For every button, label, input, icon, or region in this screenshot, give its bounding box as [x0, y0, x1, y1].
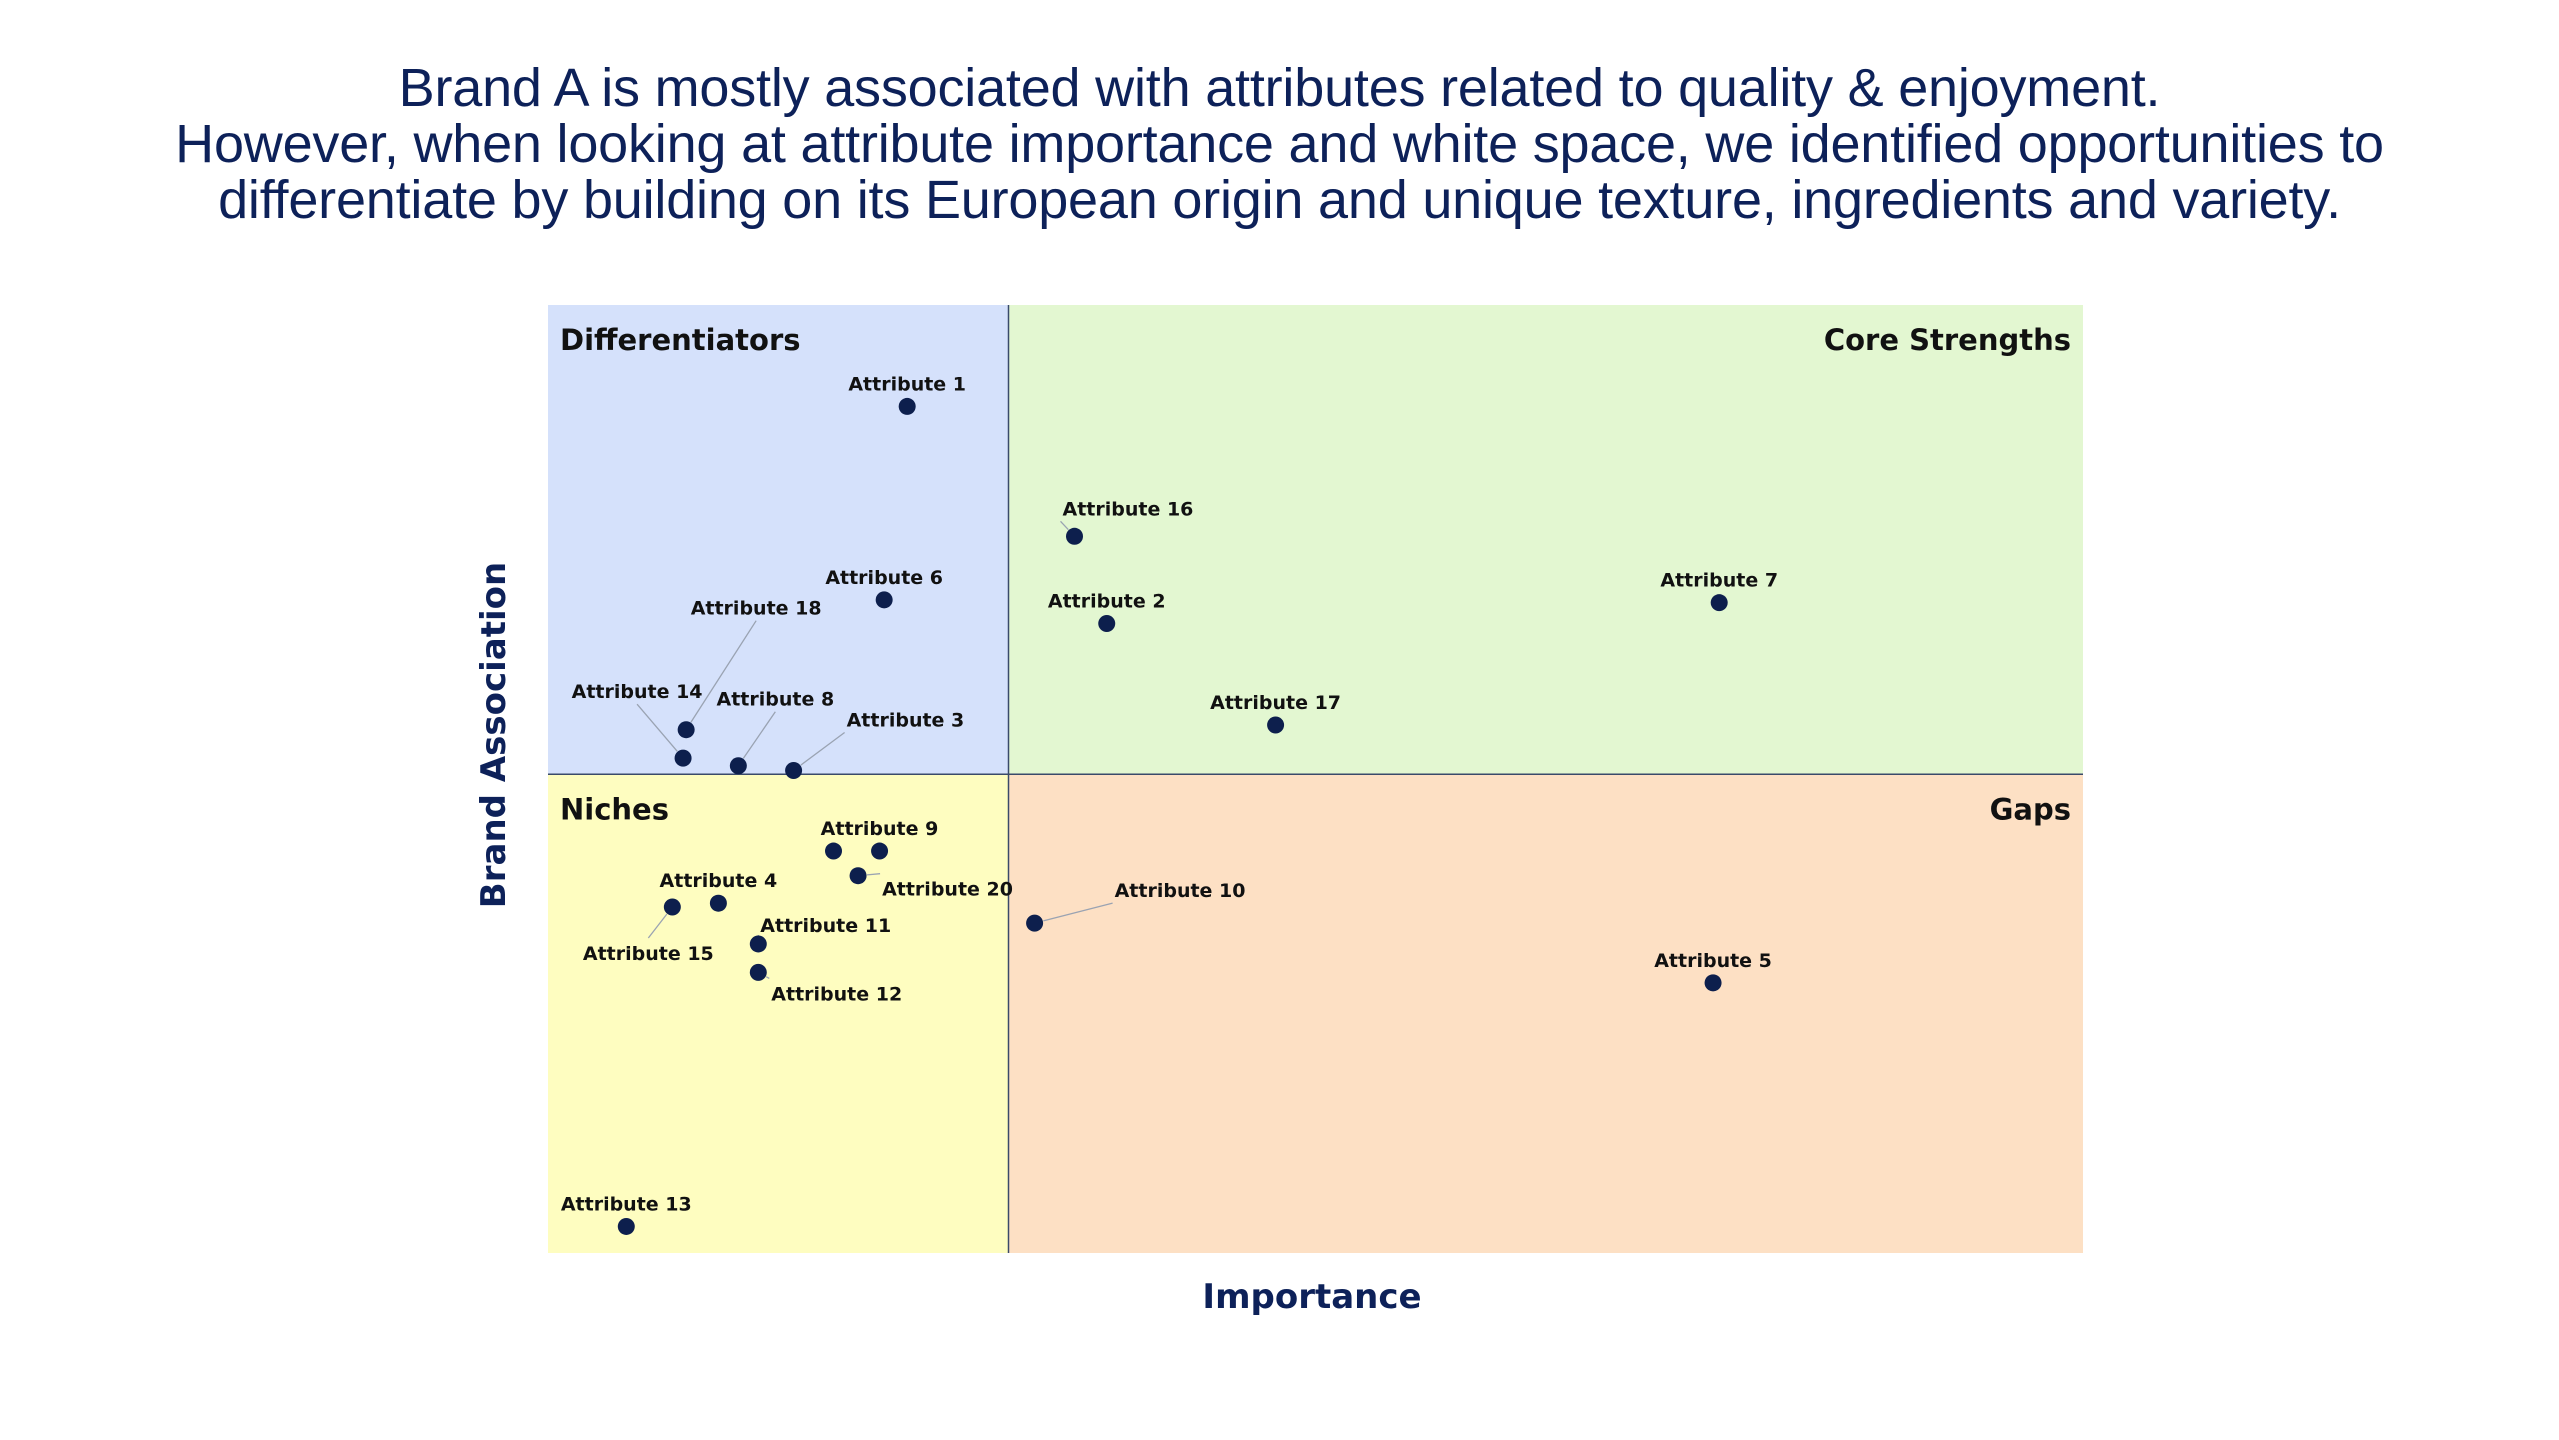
point-attribute-17: [1267, 716, 1285, 734]
point-attribute-12: [749, 963, 767, 981]
point-attribute-5: [1704, 974, 1722, 992]
point-label-attribute-11: Attribute 11: [760, 915, 891, 937]
quadrant-gaps: [1008, 774, 2083, 1253]
point-attribute-9: [825, 842, 843, 860]
point-attribute-10: [1026, 914, 1044, 932]
point-attribute-16: [1066, 527, 1084, 545]
point-attribute-1: [898, 397, 916, 415]
point-attribute-3: [785, 761, 803, 779]
point-attribute-18: [677, 721, 695, 739]
point-label-attribute-15: Attribute 15: [583, 943, 714, 965]
point-attribute-19: [871, 842, 889, 860]
point-label-attribute-2: Attribute 2: [1048, 591, 1166, 613]
leader-line-attribute-3: [800, 731, 845, 766]
point-label-attribute-17: Attribute 17: [1210, 692, 1341, 714]
point-label-attribute-16: Attribute 16: [1063, 498, 1194, 520]
point-label-attribute-10: Attribute 10: [1115, 880, 1246, 902]
point-attribute-14: [674, 749, 692, 767]
point-label-attribute-12: Attribute 12: [771, 983, 902, 1005]
leader-line-attribute-12: [765, 976, 770, 979]
quadrant-core-strengths: [1008, 305, 2083, 775]
quadrant-label-differentiators: Differentiators: [560, 323, 801, 357]
leader-line-attribute-16: [1060, 520, 1069, 531]
quadrant-niches: [548, 774, 1009, 1253]
point-label-attribute-1: Attribute 1: [848, 373, 966, 395]
leader-line-attribute-20: [866, 873, 881, 876]
point-attribute-13: [617, 1217, 635, 1235]
headline-line-2: However, when looking at attribute impor…: [175, 114, 2384, 174]
headline-line-1: Brand A is mostly associated with attrib…: [398, 58, 2161, 118]
point-attribute-6: [875, 591, 893, 609]
point-label-attribute-4: Attribute 4: [660, 870, 778, 892]
point-attribute-4: [709, 894, 727, 912]
headline: Brand A is mostly associated with attrib…: [0, 60, 2559, 228]
point-label-attribute-9: Attribute 9: [821, 818, 939, 840]
point-attribute-2: [1098, 615, 1116, 633]
leader-line-attribute-10: [1043, 902, 1113, 922]
x-axis-title: Importance: [1202, 1277, 1422, 1317]
point-label-attribute-5: Attribute 5: [1654, 950, 1772, 972]
headline-line-3: differentiate by building on its Europea…: [218, 170, 2341, 230]
point-label-attribute-20: Attribute 20: [882, 879, 1013, 901]
leader-line-attribute-14: [636, 703, 678, 752]
point-label-attribute-8: Attribute 8: [716, 689, 834, 711]
quadrant-label-niches: Niches: [560, 792, 669, 826]
point-attribute-15: [663, 898, 681, 916]
point-attribute-11: [749, 935, 767, 953]
leader-line-attribute-18: [690, 620, 757, 723]
point-label-attribute-14: Attribute 14: [572, 681, 703, 703]
quadrant-label-core-strengths: Core Strengths: [1824, 323, 2071, 357]
quadrant-differentiators: [548, 305, 1009, 775]
point-label-attribute-18: Attribute 18: [691, 598, 822, 620]
point-label-attribute-7: Attribute 7: [1660, 570, 1778, 592]
point-attribute-20: [849, 867, 867, 885]
point-attribute-7: [1710, 594, 1728, 612]
leader-line-attribute-15: [647, 913, 668, 939]
leader-line-attribute-8: [742, 711, 776, 759]
point-label-attribute-3: Attribute 3: [847, 709, 965, 731]
point-label-attribute-13: Attribute 13: [561, 1193, 692, 1215]
point-attribute-8: [729, 757, 747, 775]
quadrant-label-gaps: Gaps: [1990, 792, 2071, 826]
point-label-attribute-6: Attribute 6: [825, 567, 943, 589]
y-axis-title: Brand Association: [474, 561, 514, 909]
